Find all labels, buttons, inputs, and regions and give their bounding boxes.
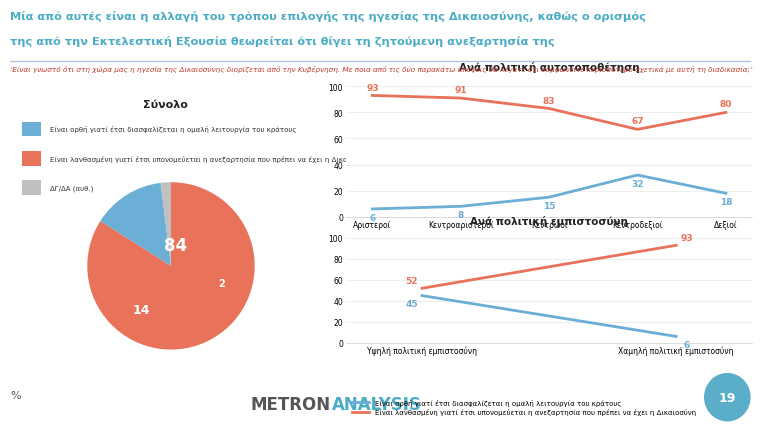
Text: 6: 6 <box>683 340 689 349</box>
Wedge shape <box>87 183 255 350</box>
Text: 80: 80 <box>720 100 732 109</box>
FancyBboxPatch shape <box>1 68 331 380</box>
Text: ANALYSIS: ANALYSIS <box>332 395 422 413</box>
Text: 84: 84 <box>163 236 187 254</box>
Legend: Είναι ορθή γιατί έτσι διασφαλίζεται η ομαλή λειτουργία του κράτους, Είναι λανθασ: Είναι ορθή γιατί έτσι διασφαλίζεται η ομ… <box>350 396 699 418</box>
Text: της από την Εκτελεστική Εξουσία θεωρείται ότι θίγει τη ζητούμενη ανεξαρτησία της: της από την Εκτελεστική Εξουσία θεωρείτα… <box>10 36 555 47</box>
Text: 19: 19 <box>719 391 736 404</box>
Text: 52: 52 <box>406 276 418 285</box>
Text: 45: 45 <box>406 299 418 308</box>
Text: %: % <box>10 391 21 400</box>
Text: ‘Είναι γνωστό ότι στη χώρα μας η ηγεσία της Δικαιοσύνης διορίζεται από την Κυβέρ: ‘Είναι γνωστό ότι στη χώρα μας η ηγεσία … <box>10 66 752 73</box>
Text: 32: 32 <box>632 179 644 188</box>
Text: 91: 91 <box>454 86 467 95</box>
Text: 67: 67 <box>631 117 644 126</box>
Text: METRON: METRON <box>251 395 331 413</box>
Text: 2: 2 <box>218 278 225 288</box>
FancyBboxPatch shape <box>22 152 41 166</box>
Text: 93: 93 <box>680 233 692 242</box>
Title: Ανά πολιτική εμπιστοσύνη: Ανά πολιτική εμπιστοσύνη <box>470 216 628 227</box>
Text: 14: 14 <box>133 303 150 316</box>
Text: 93: 93 <box>366 83 378 92</box>
Title: Ανά πολιτική αυτοτοποθέτηση: Ανά πολιτική αυτοτοποθέτηση <box>459 62 639 73</box>
FancyBboxPatch shape <box>22 181 41 196</box>
Text: Είναι ορθή γιατί έτσι διασφαλίζεται η ομαλή λειτουργία του κράτους: Είναι ορθή γιατί έτσι διασφαλίζεται η ομ… <box>50 126 297 133</box>
Text: 83: 83 <box>543 96 556 105</box>
Text: Σύνολο: Σύνολο <box>143 100 188 110</box>
Wedge shape <box>160 183 171 266</box>
Wedge shape <box>100 184 171 266</box>
FancyBboxPatch shape <box>22 122 41 137</box>
Circle shape <box>705 374 750 421</box>
Text: 8: 8 <box>458 211 464 220</box>
Text: 18: 18 <box>720 198 732 207</box>
Text: 6: 6 <box>369 213 375 222</box>
Text: Είναι λανθασμένη γιατί έτσι υπονομεύεται η ανεξαρτησία που πρέπει να έχει η Δικα: Είναι λανθασμένη γιατί έτσι υπονομεύεται… <box>50 155 372 162</box>
Text: 15: 15 <box>543 201 556 210</box>
Text: ΔΓ/ΔΑ (αυθ.): ΔΓ/ΔΑ (αυθ.) <box>50 185 93 192</box>
Text: Μία από αυτές είναι η αλλαγή του τρόπου επιλογής της ηγεσίας της Δικαιοσύνης, κα: Μία από αυτές είναι η αλλαγή του τρόπου … <box>10 11 646 22</box>
